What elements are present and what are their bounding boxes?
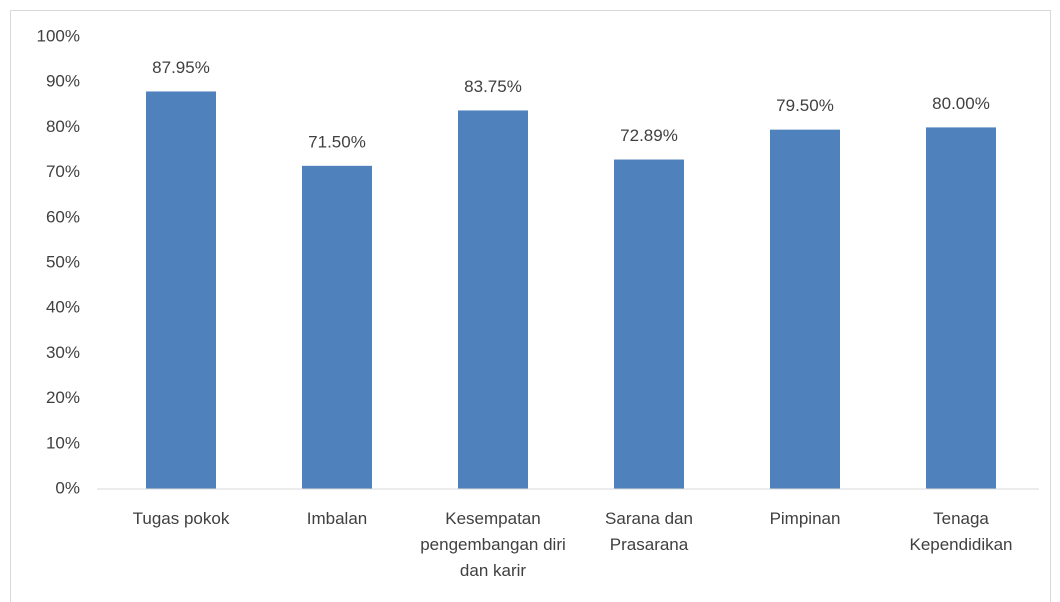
y-tick-label: 100% <box>37 26 80 45</box>
chart-frame <box>10 10 1051 602</box>
x-tick-label: Tugas pokok <box>132 509 230 528</box>
bar <box>926 127 996 490</box>
data-label: 72.89% <box>620 126 678 145</box>
data-label: 83.75% <box>464 77 522 96</box>
x-tick-label: Kesempatan pengembangan diri dan karir <box>420 509 566 580</box>
bar <box>302 165 372 489</box>
data-label: 71.50% <box>308 132 366 151</box>
bar <box>770 129 840 489</box>
bar <box>458 110 528 489</box>
y-tick-label: 70% <box>46 162 80 181</box>
y-tick-label: 20% <box>46 388 80 407</box>
y-tick-label: 80% <box>46 117 80 136</box>
x-tick-label: Pimpinan <box>769 509 841 528</box>
y-tick-label: 10% <box>46 433 80 452</box>
y-tick-label: 30% <box>46 343 80 362</box>
data-label: 79.50% <box>776 96 834 115</box>
y-tick-label: 90% <box>46 72 80 91</box>
x-tick-label: Tenaga Kependidikan <box>909 509 1013 554</box>
bar <box>146 91 216 489</box>
y-tick-label: 40% <box>46 298 80 317</box>
y-tick-label: 50% <box>46 252 80 271</box>
x-tick-label: Imbalan <box>306 509 368 528</box>
data-label: 80.00% <box>932 94 990 113</box>
x-tick-label: Sarana dan Prasarana <box>605 509 693 554</box>
y-tick-label: 0% <box>55 478 80 497</box>
bar <box>614 159 684 489</box>
y-tick-label: 60% <box>46 207 80 226</box>
data-label: 87.95% <box>152 58 210 77</box>
